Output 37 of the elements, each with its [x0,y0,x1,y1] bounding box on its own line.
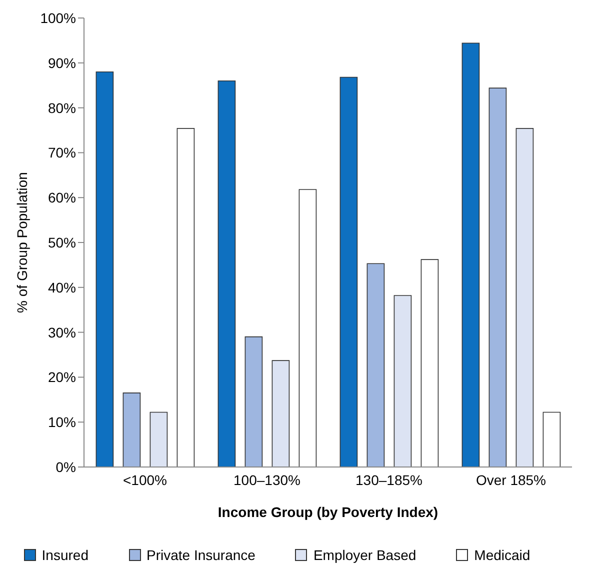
bar [176,128,195,467]
x-tick-label: Over 185% [476,472,546,488]
legend-label: Private Insurance [146,547,256,563]
bar [298,189,317,467]
legend-label: Employer Based [313,547,416,563]
bar [366,263,385,467]
y-tick-label: 90% [48,54,76,71]
y-tick-label: 10% [48,414,76,430]
bar [488,88,507,467]
y-axis-title: % of Group Population [14,172,30,313]
bar [542,412,561,467]
y-tick-label: 80% [48,100,76,116]
y-tick-label: 40% [48,279,76,296]
y-tick-label: 60% [48,190,76,206]
y-tick-label: 30% [48,324,76,340]
bar [218,80,236,467]
bar [462,42,480,467]
bar [244,336,263,467]
bar [340,76,358,467]
bar [420,259,439,467]
x-tick-label: 130–185% [356,472,422,488]
x-axis-title: Income Group (by Poverty Index) [218,504,438,520]
legend-label: Medicaid [474,547,530,563]
bar [394,295,412,467]
bar [516,128,534,467]
bar [122,392,141,467]
y-tick-label: 0% [56,458,76,475]
x-tick-label: <100% [123,472,167,488]
legend-label: Insured [42,547,88,563]
y-tick-label: 20% [48,369,76,386]
y-tick-label: 50% [48,234,76,250]
y-tick-label: 100% [40,10,76,26]
bar [272,360,290,467]
y-tick-label: 70% [48,144,76,161]
bar [96,71,114,467]
bar [150,412,168,467]
x-tick-label: 100–130% [234,472,300,488]
